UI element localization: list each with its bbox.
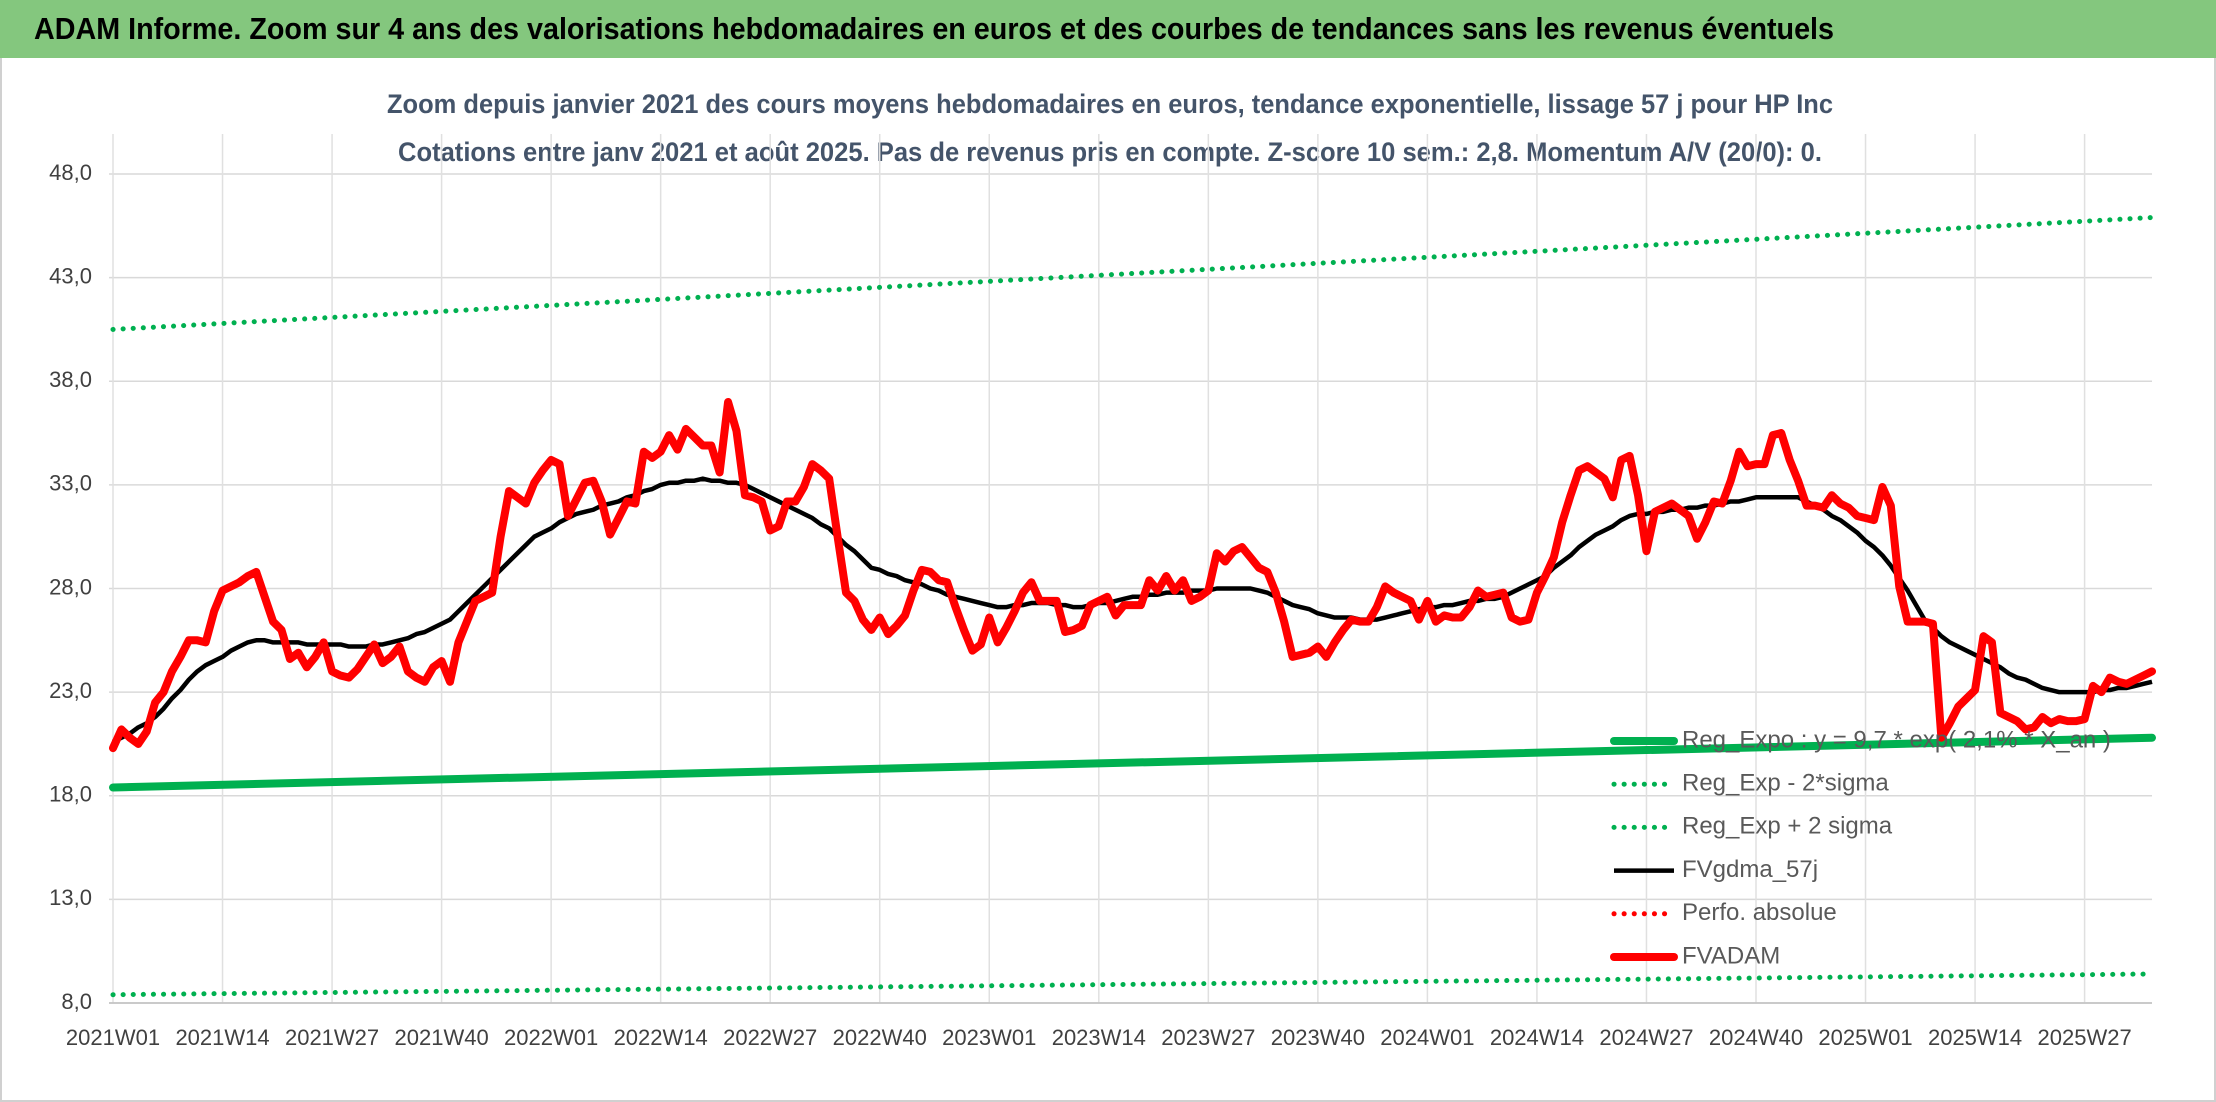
y-tick-label: 18,0 [49,782,92,807]
x-tick-label: 2024W27 [1599,1025,1693,1050]
x-tick-label: 2024W01 [1380,1025,1474,1050]
x-tick-label: 2024W14 [1490,1025,1584,1050]
legend-label: FVADAM [1682,942,1780,969]
x-tick-label: 2022W40 [833,1025,927,1050]
y-tick-label: 28,0 [49,574,92,599]
x-tick-label: 2021W14 [175,1025,269,1050]
x-tick-label: 2022W01 [504,1025,598,1050]
x-tick-label: 2023W40 [1271,1025,1365,1050]
header-bar [0,0,2216,58]
legend-label: Reg_Exp + 2 sigma [1682,813,1893,840]
x-tick-label: 2022W27 [723,1025,817,1050]
chart-title: ADAM Informe. Zoom sur 4 ans des valoris… [34,11,1834,46]
x-tick-label: 2025W01 [1818,1025,1912,1050]
x-tick-label: 2023W27 [1161,1025,1255,1050]
legend-label: Reg_Exp - 2*sigma [1682,770,1889,797]
y-tick-label: 43,0 [49,263,92,288]
x-tick-label: 2021W27 [285,1025,379,1050]
y-tick-label: 23,0 [49,678,92,703]
series-line [109,733,2156,792]
series-line [109,397,2156,753]
x-tick-label: 2021W01 [66,1025,160,1050]
legend-label: FVgdma_57j [1682,856,1818,883]
x-tick-label: 2023W14 [1052,1025,1146,1050]
x-tick-label: 2021W40 [395,1025,489,1050]
x-tick-label: 2022W14 [614,1025,708,1050]
x-tick-label: 2023W01 [942,1025,1036,1050]
series-line [110,971,2155,998]
y-tick-label: 33,0 [49,471,92,496]
y-tick-label: 38,0 [49,367,92,392]
legend-label: Perfo. absolue [1682,899,1837,926]
legend-label: Reg_Expo : y = 9,7 * exp( 2,1% * X_an ) [1682,726,2111,753]
y-tick-label: 13,0 [49,885,92,910]
y-tick-label: 8,0 [61,989,92,1014]
x-tick-label: 2025W14 [1928,1025,2022,1050]
y-tick-label: 48,0 [49,160,92,185]
series-line [110,215,2155,332]
x-tick-label: 2024W40 [1709,1025,1803,1050]
x-tick-label: 2025W27 [2038,1025,2132,1050]
chart-subtitle: Zoom depuis janvier 2021 des cours moyen… [387,89,1833,119]
chart-subtitle: Cotations entre janv 2021 et août 2025. … [398,137,1822,167]
